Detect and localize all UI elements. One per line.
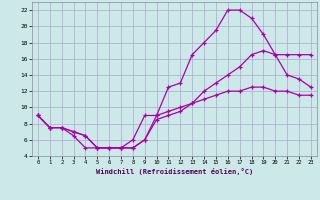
- X-axis label: Windchill (Refroidissement éolien,°C): Windchill (Refroidissement éolien,°C): [96, 168, 253, 175]
